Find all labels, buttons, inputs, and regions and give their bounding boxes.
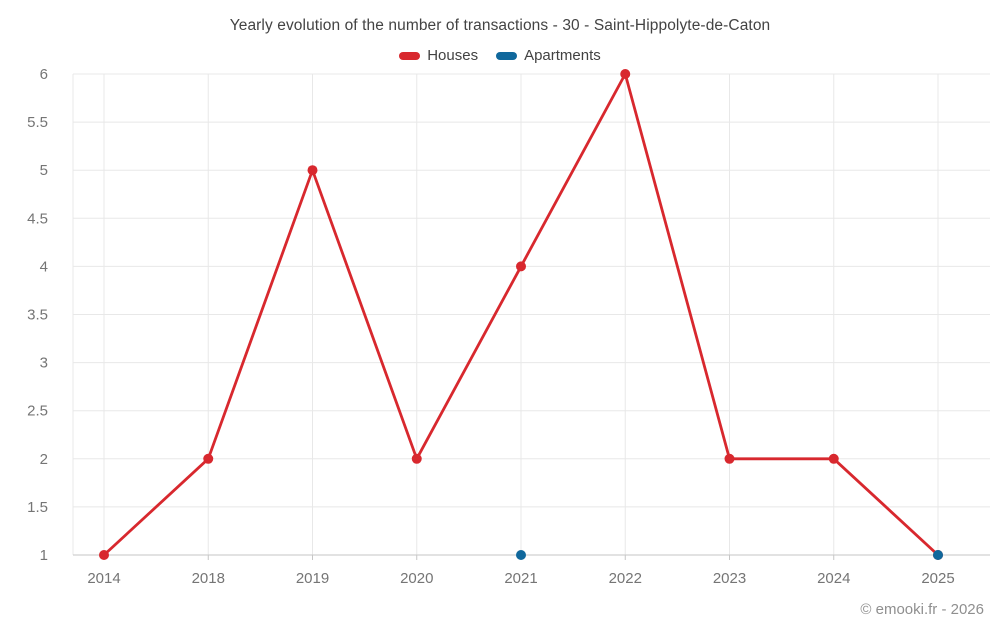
y-axis-tick-label: 4 [40,258,48,275]
y-axis-tick-label: 3 [40,355,48,372]
data-point-houses-2022[interactable] [620,69,631,79]
legend-label-apartments: Apartments [524,47,601,64]
x-axis-tick-label: 2025 [921,570,954,587]
x-axis-tick-label: 2018 [192,570,225,587]
data-point-houses-2018[interactable] [203,453,214,464]
y-axis-tick-label: 1 [40,547,48,564]
legend-item-houses[interactable]: Houses [399,47,478,64]
x-axis-tick-label: 2014 [87,570,120,587]
y-axis-tick-label: 6 [40,66,48,83]
y-axis-tick-label: 2.5 [27,403,48,420]
data-point-houses-2021[interactable] [516,261,526,272]
x-axis-tick-label: 2021 [504,570,537,587]
y-axis-tick-label: 5 [40,162,48,179]
legend-swatch-houses [399,51,421,60]
y-axis-tick-label: 5.5 [27,114,48,131]
x-axis-tick-label: 2019 [296,570,329,587]
x-axis-tick-label: 2024 [817,570,850,587]
data-point-houses-2014[interactable] [99,550,109,560]
data-point-houses-2024[interactable] [828,453,839,464]
y-axis-tick-label: 4.5 [27,210,48,227]
legend-swatch-apartments [496,51,518,60]
y-axis-tick-label: 1.5 [27,499,48,516]
x-axis-tick-label: 2022 [609,570,642,587]
data-point-houses-2019[interactable] [307,165,318,176]
data-point-apartments-2021[interactable] [516,550,526,560]
x-axis-tick-label: 2023 [713,570,746,587]
data-point-apartments-2025[interactable] [933,550,943,560]
legend: Houses Apartments [0,47,1000,64]
legend-item-apartments[interactable]: Apartments [496,47,601,64]
data-point-houses-2023[interactable] [724,453,735,464]
data-point-houses-2020[interactable] [411,453,422,464]
legend-label-houses: Houses [427,47,479,64]
copyright: © emooki.fr - 2026 [860,601,984,618]
y-axis-tick-label: 2 [40,451,48,468]
x-axis-tick-label: 2020 [400,570,433,587]
y-axis-tick-label: 3.5 [27,307,48,324]
chart-title: Yearly evolution of the number of transa… [229,17,771,34]
